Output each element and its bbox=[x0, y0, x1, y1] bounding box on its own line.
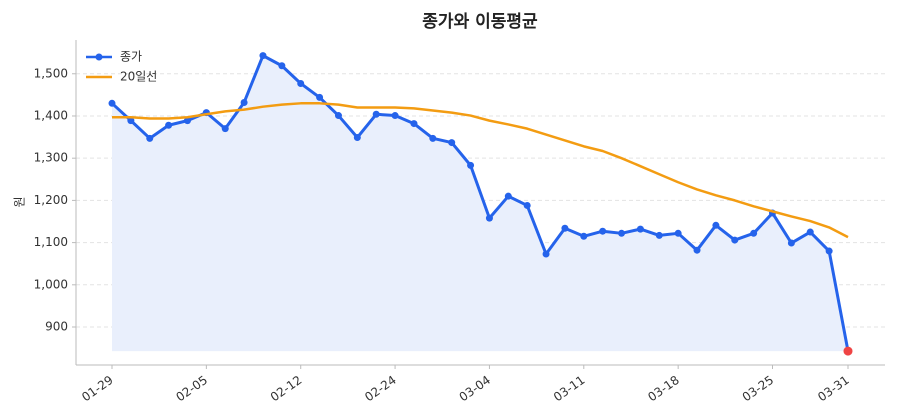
point bbox=[825, 247, 833, 255]
point bbox=[372, 110, 380, 118]
x-tick-label: 02-05 bbox=[173, 373, 210, 404]
y-tick-label: 1,200 bbox=[34, 193, 68, 207]
point bbox=[504, 192, 512, 200]
point bbox=[636, 225, 644, 233]
point bbox=[183, 117, 191, 125]
x-tick-label: 03-25 bbox=[740, 373, 777, 404]
point bbox=[467, 161, 475, 169]
point bbox=[599, 227, 607, 235]
y-tick-label: 900 bbox=[45, 320, 68, 334]
point bbox=[485, 214, 493, 222]
point bbox=[146, 134, 154, 142]
point bbox=[693, 246, 701, 254]
point bbox=[297, 79, 305, 87]
y-tick-label: 1,400 bbox=[34, 108, 68, 122]
legend-label: 20일선 bbox=[120, 70, 157, 84]
point bbox=[674, 229, 682, 237]
point bbox=[127, 117, 135, 125]
point bbox=[448, 139, 456, 147]
point bbox=[240, 98, 248, 106]
point bbox=[165, 121, 173, 129]
y-tick-label: 1,500 bbox=[34, 66, 68, 80]
point bbox=[580, 232, 588, 240]
line bbox=[112, 102, 849, 239]
point bbox=[806, 228, 814, 236]
x-tick-label: 03-31 bbox=[815, 373, 852, 404]
point bbox=[391, 112, 399, 120]
point bbox=[410, 120, 418, 128]
point bbox=[316, 93, 324, 101]
point bbox=[278, 62, 286, 70]
point bbox=[561, 224, 569, 232]
x-tick-label: 02-24 bbox=[362, 373, 399, 404]
point bbox=[353, 134, 361, 141]
point bbox=[523, 201, 531, 209]
point bbox=[712, 221, 720, 229]
point bbox=[787, 239, 795, 247]
legend-label: 종가 bbox=[120, 50, 142, 64]
point bbox=[750, 229, 758, 237]
legend-marker bbox=[95, 53, 103, 61]
x-tick-label: 03-18 bbox=[645, 373, 682, 404]
y-tick-label: 1,000 bbox=[34, 277, 68, 291]
x-tick-label: 03-04 bbox=[457, 373, 494, 404]
line bbox=[110, 54, 850, 352]
point bbox=[542, 250, 550, 258]
x-tick-label: 03-11 bbox=[551, 373, 588, 404]
point bbox=[731, 236, 739, 244]
y-axis-label: 원 bbox=[13, 196, 27, 207]
point bbox=[655, 231, 663, 239]
point bbox=[618, 229, 626, 237]
x-tick-label: 02-12 bbox=[268, 373, 305, 404]
area-fill bbox=[112, 55, 848, 352]
point bbox=[108, 99, 116, 107]
y-tick-label: 1,300 bbox=[34, 151, 68, 165]
point bbox=[259, 52, 267, 60]
point bbox=[429, 134, 437, 142]
y-tick-label: 1,100 bbox=[34, 235, 68, 249]
point bbox=[843, 346, 853, 356]
chart-title: 종가와 이동평균 bbox=[422, 12, 538, 32]
point bbox=[334, 112, 342, 120]
point bbox=[221, 125, 229, 133]
x-tick-label: 01-29 bbox=[79, 373, 116, 404]
